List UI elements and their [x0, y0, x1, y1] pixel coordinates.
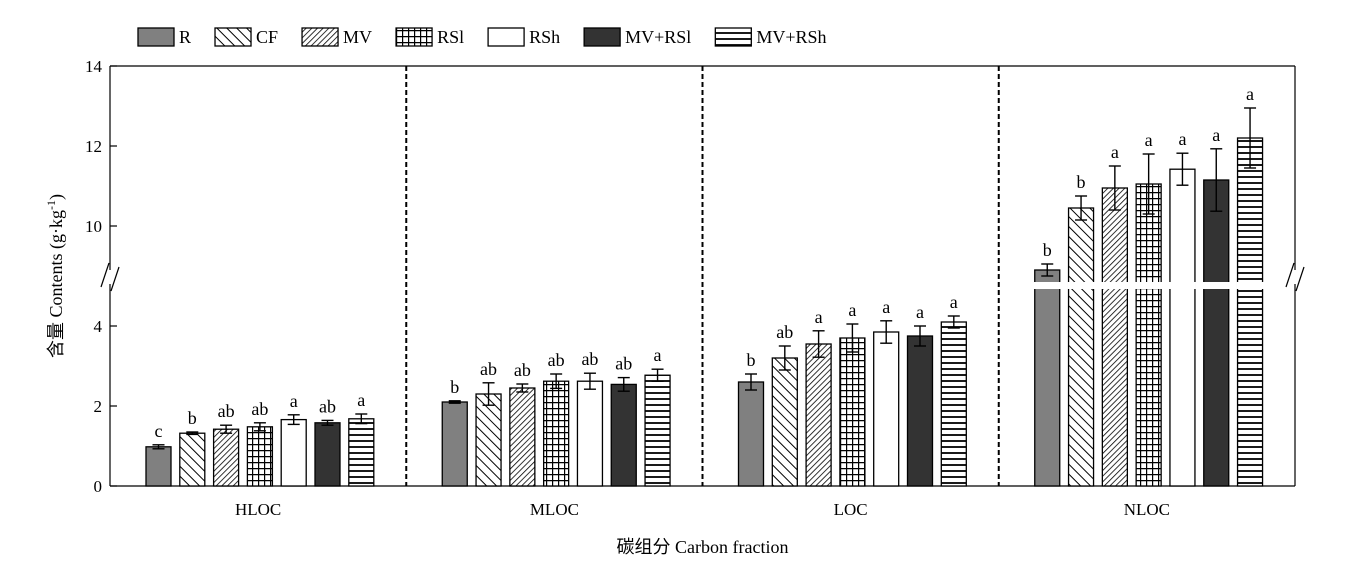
bar-cf-hloc: [179, 432, 206, 487]
bar-rsh-nloc: [1169, 168, 1196, 487]
y-tick-label: 4: [94, 317, 103, 336]
significance-letter: a: [882, 297, 890, 317]
significance-letter: ab: [514, 360, 531, 380]
x-tick-label-mloc: MLOC: [530, 500, 579, 519]
significance-letter: a: [1246, 84, 1254, 104]
significance-letter: b: [450, 377, 459, 397]
bar-r-loc: [737, 381, 765, 487]
bar-mv-nloc: [1101, 187, 1128, 487]
significance-letter: a: [290, 391, 298, 411]
significance-letter: ab: [615, 354, 632, 374]
bar-break-gap: [1202, 282, 1230, 289]
significance-letter: ab: [581, 349, 598, 369]
bar-r-mloc: [441, 401, 468, 487]
axis-break-mark: [1285, 262, 1295, 288]
x-tick-label-hloc: HLOC: [235, 500, 281, 519]
significance-letter: ab: [480, 359, 497, 379]
bar-cf-nloc: [1067, 207, 1095, 487]
bar-mv-hloc: [212, 428, 240, 487]
significance-letter: a: [1111, 142, 1119, 162]
bar-break-gap: [1101, 282, 1129, 289]
bar-mv-rsl-loc: [906, 335, 934, 487]
bar-rsl-loc: [839, 337, 866, 487]
bar-rsh-loc: [873, 331, 900, 487]
bar-rsh-hloc: [280, 418, 307, 487]
significance-letter: a: [916, 302, 924, 322]
legend-swatch-rsl: [395, 27, 433, 47]
y-tick-label: 10: [85, 217, 102, 236]
legend-label-r: R: [179, 27, 191, 47]
y-tick-label: 12: [85, 137, 102, 156]
significance-letter: a: [654, 345, 662, 365]
y-tick-label: 14: [85, 57, 103, 76]
bar-break-gap: [1236, 282, 1264, 289]
significance-letter: a: [815, 307, 823, 327]
y-tick-label: 0: [94, 477, 103, 496]
bar-break-gap: [1135, 282, 1163, 289]
bar-mv-rsh-hloc: [348, 418, 375, 487]
bar-break-gap: [1168, 282, 1196, 289]
bar-rsl-mloc: [543, 380, 570, 487]
significance-letter: a: [1145, 130, 1153, 150]
legend-label-mv: MV: [343, 27, 372, 47]
bar-mv-rsh-loc: [940, 321, 967, 487]
legend-label-rsh: RSh: [529, 27, 560, 47]
axis-break-mark: [110, 266, 120, 292]
bar-mv-rsh-mloc: [644, 374, 671, 487]
legend-swatch-r: [137, 27, 175, 47]
significance-letter: a: [357, 390, 365, 410]
bar-break-gap: [1067, 282, 1095, 289]
x-axis-label: 碳组分 Carbon fraction: [617, 537, 789, 557]
bar-r-nloc: [1034, 269, 1061, 487]
significance-letter: b: [747, 350, 756, 370]
legend-label-mv-rsl: MV+RSl: [625, 27, 691, 47]
bar-cf-loc: [771, 357, 798, 487]
bar-mv-rsl-hloc: [314, 422, 341, 487]
x-tick-label-nloc: NLOC: [1124, 500, 1170, 519]
legend-label-rsl: RSl: [437, 27, 464, 47]
significance-letter: a: [1212, 125, 1220, 145]
significance-letter: ab: [548, 350, 565, 370]
significance-letter: b: [1077, 172, 1086, 192]
bar-mv-rsl-nloc: [1203, 179, 1230, 487]
axis-break-mark: [100, 262, 110, 288]
significance-letter: ab: [319, 396, 336, 416]
legend-swatch-mv: [301, 27, 339, 47]
legend-label-mv-rsh: MV+RSh: [756, 27, 826, 47]
y-tick-label: 2: [94, 397, 103, 416]
bar-rsl-nloc: [1135, 183, 1162, 487]
bar-rsl-hloc: [246, 426, 274, 487]
bar-cf-mloc: [475, 393, 502, 487]
legend-swatch-mv-rsh: [714, 27, 752, 47]
bar-mv-loc: [805, 343, 832, 487]
significance-letter: b: [188, 408, 197, 428]
significance-letter: ab: [251, 399, 268, 419]
bar-mv-mloc: [509, 387, 536, 487]
y-axis-label: 含量 Contents (g·kg-1): [44, 194, 67, 358]
bar-mv-rsh-nloc: [1236, 137, 1264, 487]
legend-swatch-mv-rsl: [583, 27, 621, 47]
legend-swatch-cf: [214, 27, 252, 47]
bar-r-hloc: [145, 446, 172, 487]
significance-letter: c: [155, 421, 163, 441]
bar-rsh-mloc: [576, 380, 604, 487]
x-tick-label-loc: LOC: [834, 500, 868, 519]
bar-mv-rsl-mloc: [610, 383, 637, 487]
legend-label-cf: CF: [256, 27, 278, 47]
significance-letter: b: [1043, 240, 1052, 260]
significance-letter: a: [1178, 129, 1186, 149]
significance-letter: ab: [218, 401, 235, 421]
y-axis-label-suffix: ): [46, 194, 67, 200]
legend-swatch-rsh: [487, 27, 525, 47]
axis-break-mark: [1295, 266, 1305, 292]
significance-letter: a: [848, 300, 856, 320]
y-axis-label-superscript: -1: [44, 200, 58, 210]
significance-letter: ab: [776, 322, 793, 342]
significance-letter: a: [950, 292, 958, 312]
y-axis-label-main: 含量 Contents (g·kg: [46, 210, 67, 358]
bar-break-gap: [1033, 282, 1061, 289]
